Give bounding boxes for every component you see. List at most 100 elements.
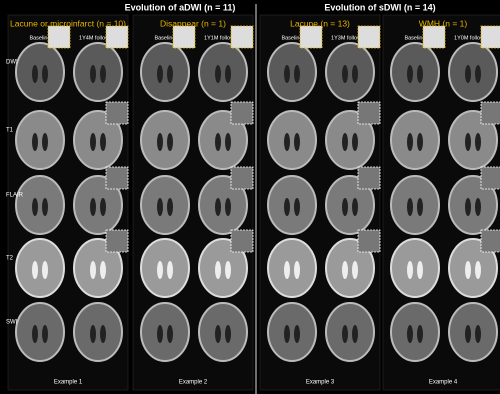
ventricle — [417, 65, 423, 83]
ventricle — [225, 198, 231, 216]
inset — [480, 25, 500, 49]
mri-slice — [140, 302, 190, 362]
ventricle — [42, 133, 48, 151]
inset — [172, 25, 196, 49]
inset — [47, 25, 71, 49]
example-label: Example 2 — [179, 380, 208, 386]
inset — [105, 101, 129, 125]
ventricle — [167, 198, 173, 216]
mri-slice — [325, 110, 375, 170]
ventricle — [100, 133, 106, 151]
ventricle — [342, 133, 348, 151]
mri-slice — [198, 175, 248, 235]
ventricle — [294, 325, 300, 343]
mri-slice — [448, 302, 498, 362]
mri-slice — [325, 302, 375, 362]
mri-slice — [73, 110, 123, 170]
mri-slice — [325, 175, 375, 235]
ventricle — [352, 198, 358, 216]
inset — [480, 101, 500, 125]
ventricle — [417, 133, 423, 151]
row-label: SWI — [6, 320, 18, 326]
group-title: Evolution of sDWI (n = 14) — [324, 2, 435, 12]
ventricle — [215, 65, 221, 83]
panel-title: Lacune or microinfarct (n = 10) — [10, 18, 126, 28]
ventricle — [294, 261, 300, 279]
mri-slice — [73, 302, 123, 362]
ventricle — [32, 65, 38, 83]
mri-slice — [15, 110, 65, 170]
mri-slice — [448, 238, 498, 298]
mri-slice — [448, 42, 498, 102]
ventricle — [407, 65, 413, 83]
example-label: Example 3 — [306, 380, 335, 386]
mri-slice — [140, 110, 190, 170]
inset — [357, 229, 381, 253]
mri-slice — [198, 238, 248, 298]
row-label: T2 — [6, 256, 14, 262]
row-label: DWI — [6, 60, 18, 66]
ventricle — [90, 325, 96, 343]
mri-slice — [198, 302, 248, 362]
inset — [105, 229, 129, 253]
mri-slice — [15, 42, 65, 102]
ventricle — [294, 198, 300, 216]
ventricle — [342, 198, 348, 216]
column-label: 1Y1M follow-up — [204, 35, 242, 41]
ventricle — [32, 198, 38, 216]
ventricle — [215, 261, 221, 279]
ventricle — [157, 133, 163, 151]
ventricle — [32, 133, 38, 151]
ventricle — [465, 65, 471, 83]
mri-slice — [73, 42, 123, 102]
column-label: Baseline — [154, 35, 175, 41]
inset — [357, 25, 381, 49]
ventricle — [167, 65, 173, 83]
mri-slice — [15, 238, 65, 298]
mri-slice — [267, 175, 317, 235]
ventricle — [407, 198, 413, 216]
group-title: Evolution of aDWI (n = 11) — [125, 2, 236, 12]
ventricle — [465, 261, 471, 279]
mri-slice — [448, 110, 498, 170]
ventricle — [475, 261, 481, 279]
inset — [422, 25, 446, 49]
mri-slice — [325, 238, 375, 298]
ventricle — [167, 325, 173, 343]
inset — [230, 101, 254, 125]
ventricle — [294, 65, 300, 83]
mri-slice — [267, 42, 317, 102]
mri-slice — [325, 42, 375, 102]
ventricle — [100, 261, 106, 279]
ventricle — [284, 65, 290, 83]
example-label: Example 4 — [429, 380, 458, 386]
inset — [230, 166, 254, 190]
ventricle — [167, 261, 173, 279]
inset — [105, 25, 129, 49]
mri-slice — [267, 238, 317, 298]
panel-title: Disappear (n = 1) — [160, 18, 226, 28]
ventricle — [352, 261, 358, 279]
ventricle — [215, 198, 221, 216]
column-label: Baseline — [281, 35, 302, 41]
inset — [105, 166, 129, 190]
ventricle — [157, 261, 163, 279]
ventricle — [225, 325, 231, 343]
ventricle — [90, 261, 96, 279]
mri-slice — [390, 302, 440, 362]
mri-slice — [73, 238, 123, 298]
ventricle — [407, 261, 413, 279]
column-label: 1Y0M follow-up — [454, 35, 492, 41]
ventricle — [100, 65, 106, 83]
row-label: FLAIR — [6, 193, 24, 199]
column-label: 1Y4M follow-up — [79, 35, 117, 41]
ventricle — [407, 325, 413, 343]
mri-slice — [390, 175, 440, 235]
ventricle — [157, 325, 163, 343]
inset — [480, 229, 500, 253]
ventricle — [417, 325, 423, 343]
ventricle — [215, 325, 221, 343]
ventricle — [215, 133, 221, 151]
mri-slice — [140, 42, 190, 102]
inset — [230, 25, 254, 49]
